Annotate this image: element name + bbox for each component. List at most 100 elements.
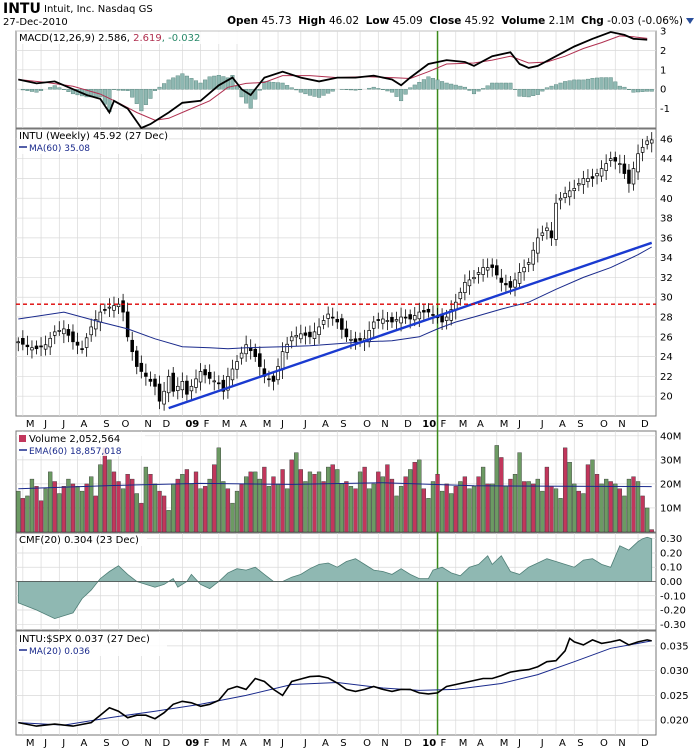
macd-histogram-bar: [613, 81, 618, 90]
price-candle: [385, 320, 390, 322]
volume-bar: [585, 464, 591, 533]
macd-histogram-bar: [152, 88, 158, 91]
x-axis-label-bottom: J: [540, 738, 544, 748]
x-axis-label-bottom: O: [122, 738, 130, 748]
macd-histogram-bar: [98, 88, 103, 98]
volume-bar: [253, 471, 258, 533]
price-candle: [25, 344, 30, 348]
x-axis-label-bottom: A: [322, 738, 329, 748]
volume-bar: [362, 466, 367, 533]
x-axis-label-bottom: D: [404, 738, 412, 748]
macd-legend-bg: [17, 32, 247, 44]
price-legend-bg: [17, 130, 169, 154]
price-candle: [112, 305, 116, 311]
volume-bar: [549, 486, 554, 533]
macd-histogram-bar: [626, 88, 631, 90]
price-candle: [212, 380, 216, 383]
volume-bar: [280, 469, 285, 533]
volume-bar: [540, 490, 545, 533]
close-label: Close: [429, 15, 462, 27]
x-axis-label: D: [641, 419, 649, 430]
volume-bar: [604, 478, 609, 533]
macd-histogram-bar: [385, 88, 390, 92]
dropdown-triangle-icon[interactable]: [686, 18, 694, 24]
x-axis-label-bottom: A: [477, 738, 484, 748]
x-axis-label-bottom: 10: [422, 738, 436, 748]
volume-ema-line: [18, 482, 652, 490]
macd-histogram-bar: [321, 88, 326, 96]
volume-bar: [184, 469, 190, 533]
ratio-y-tick-label: 0.020: [660, 716, 689, 727]
price-candle: [162, 390, 166, 405]
volume-bar: [617, 488, 622, 533]
macd-histogram-bar: [421, 79, 426, 90]
macd-histogram-bar: [371, 86, 376, 90]
volume-bar: [143, 466, 149, 533]
quote-summary: Open 45.73 High 46.02 Low 45.09 Close 45…: [227, 15, 694, 27]
x-axis-label: J: [280, 419, 284, 430]
macd-histogram-bar: [271, 82, 276, 90]
price-candle: [330, 316, 335, 319]
price-candle: [340, 318, 344, 330]
volume-bar: [367, 488, 372, 533]
volume-bar: [166, 510, 171, 533]
x-axis-label-bottom: A: [559, 738, 566, 748]
volume-bar: [439, 490, 445, 533]
volume-bar: [613, 483, 618, 533]
macd-histogram-bar: [303, 88, 308, 95]
volume-bar: [243, 476, 249, 533]
macd-histogram-bar: [608, 77, 613, 90]
x-axis-label-bottom: D: [163, 738, 171, 748]
x-axis-label-bottom: S: [577, 738, 583, 748]
x-axis-label: J: [61, 419, 65, 430]
volume-bar: [52, 481, 57, 533]
x-axis-label: M: [26, 419, 35, 430]
macd-histogram-bar: [330, 88, 335, 92]
macd-histogram-bar: [567, 80, 572, 90]
price-candle: [226, 376, 230, 391]
price-candle: [476, 272, 481, 275]
price-y-tick-label: 34: [660, 253, 673, 264]
volume-bar: [312, 474, 317, 533]
volume-bar: [275, 483, 281, 533]
price-candle: [567, 190, 572, 198]
macd-histogram-bar: [312, 88, 317, 97]
volume-bar: [567, 462, 572, 533]
price-candle: [48, 337, 52, 348]
macd-histogram-bar: [617, 85, 622, 90]
macd-histogram-bar: [576, 79, 581, 90]
x-axis-label: A: [322, 419, 329, 430]
price-candle: [144, 372, 148, 377]
macd-histogram-bar: [417, 82, 422, 90]
volume-bar: [403, 476, 408, 533]
cmf-y-tick-label: 0.00: [660, 577, 682, 588]
macd-y-tick-label: 1: [660, 65, 666, 76]
price-candle: [463, 282, 467, 293]
x-axis-label: S: [103, 419, 109, 430]
price-candle: [71, 331, 75, 343]
volume-bar: [645, 507, 650, 533]
volume-bar: [262, 466, 267, 533]
price-candle: [649, 139, 654, 144]
price-y-tick-label: 36: [660, 233, 673, 244]
price-candle: [485, 267, 490, 271]
volume-bar: [330, 464, 335, 533]
volume-bar: [61, 486, 66, 533]
x-axis-label-bottom: F: [204, 738, 210, 748]
price-candle: [166, 376, 171, 394]
macd-histogram-bar: [34, 88, 39, 93]
x-axis-label: A: [477, 419, 484, 430]
price-y-tick-label: 44: [660, 154, 673, 165]
x-axis-label: D: [163, 419, 171, 430]
price-candle: [522, 267, 526, 273]
ratio-line: [18, 637, 652, 727]
open-value: 45.73: [261, 15, 292, 27]
volume-bar: [107, 459, 112, 533]
price-candle: [125, 311, 130, 338]
macd-histogram-bar: [257, 88, 262, 91]
macd-histogram-bar: [143, 88, 148, 105]
volume-bar: [394, 495, 399, 533]
macd-histogram-bar: [376, 88, 381, 90]
price-candle: [308, 331, 312, 338]
x-axis-label: O: [122, 419, 130, 430]
